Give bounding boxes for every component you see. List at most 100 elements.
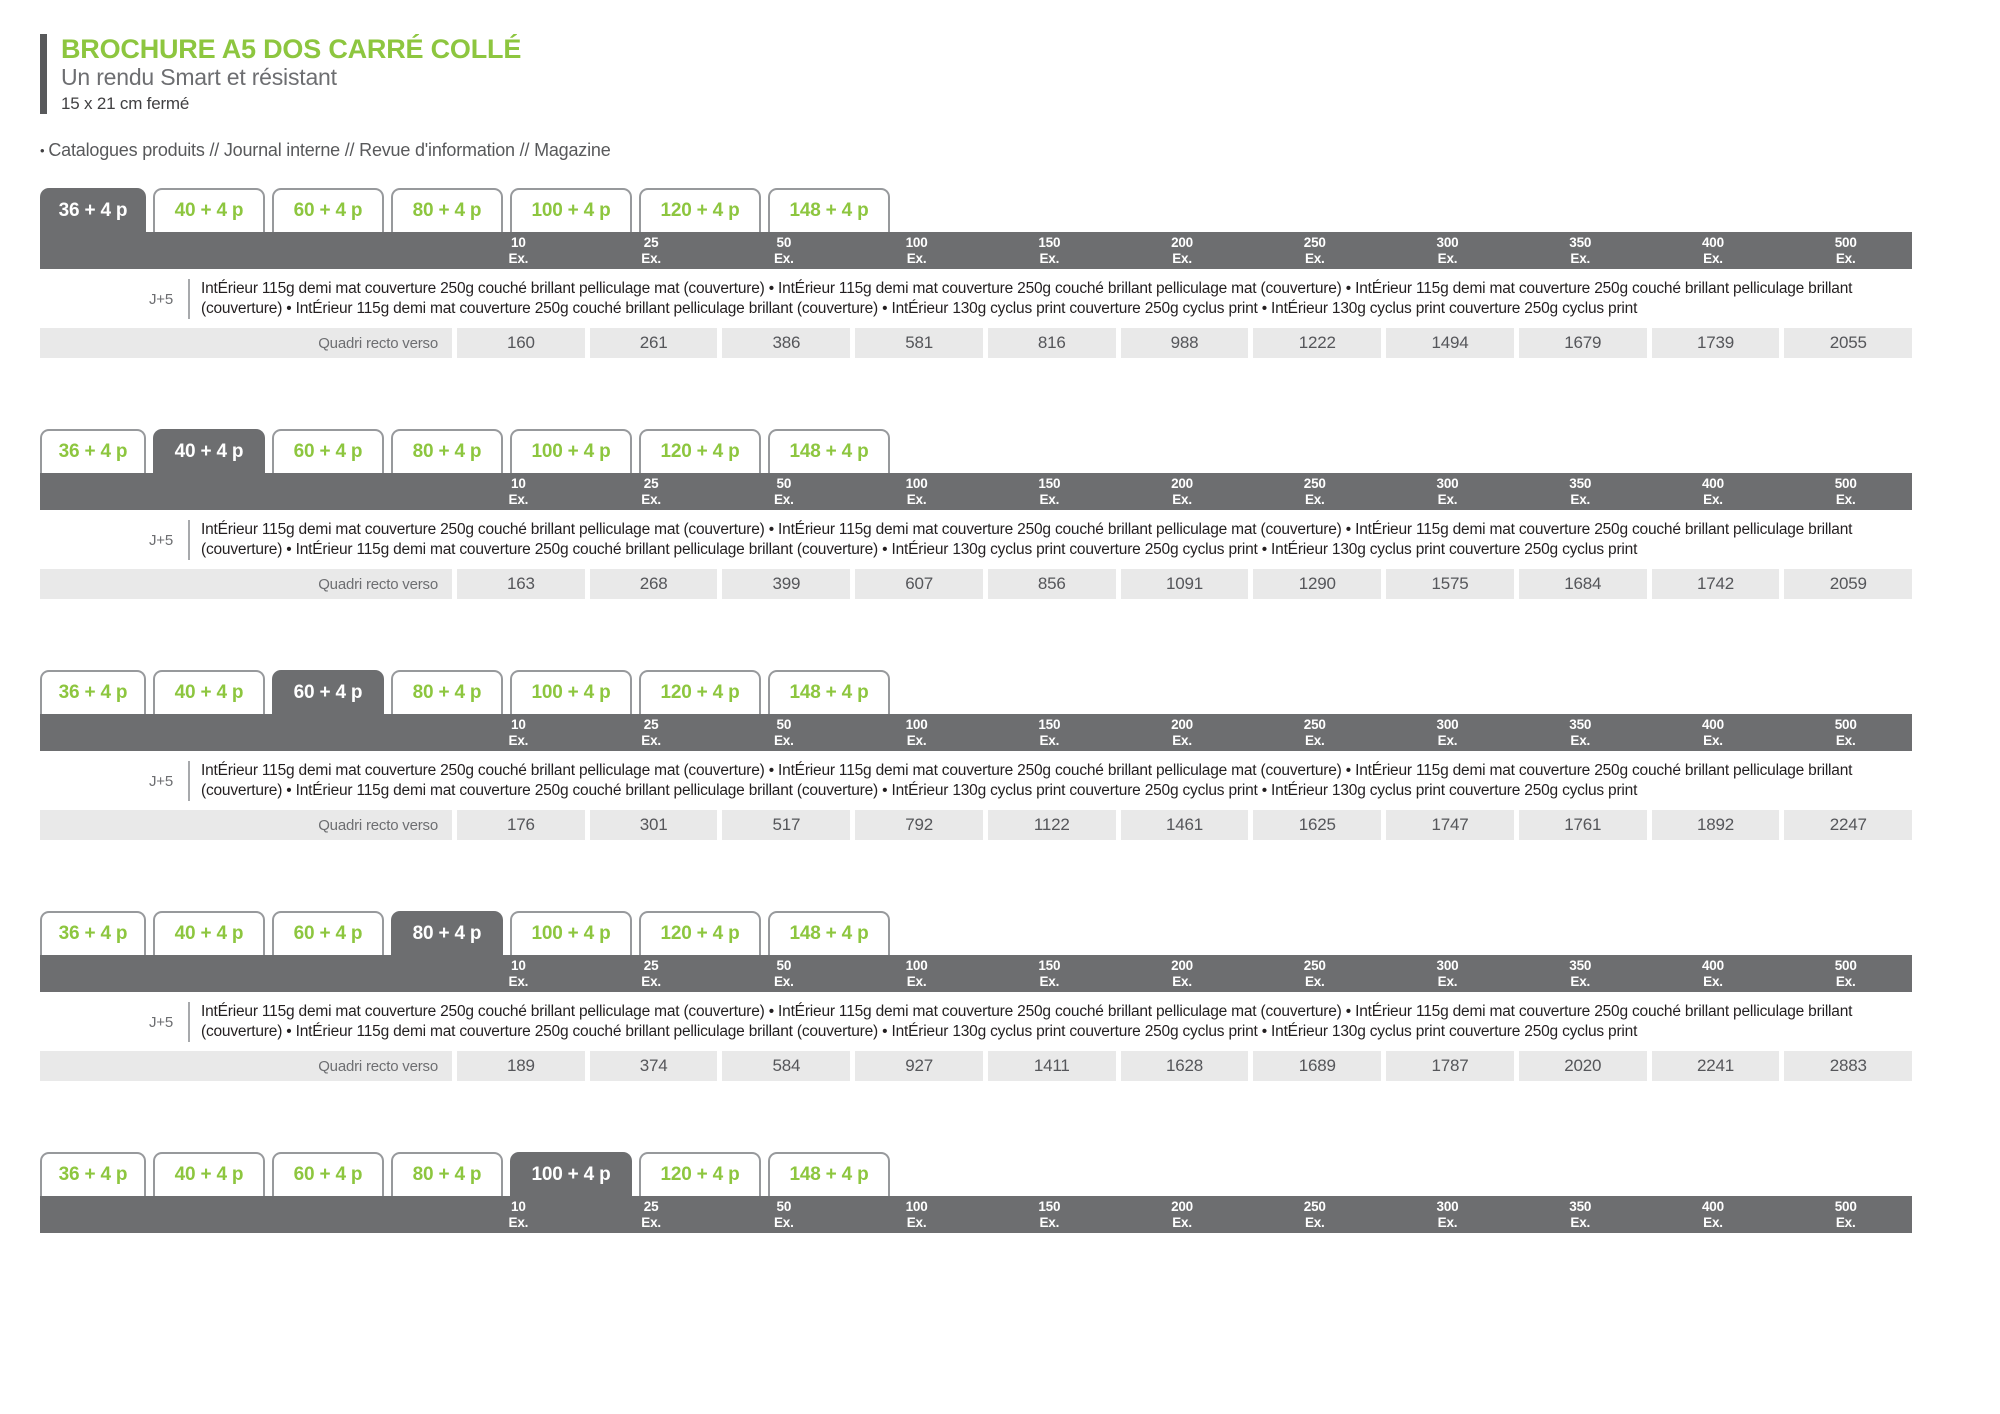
tab-100-4p[interactable]: 100 + 4 p [510,188,632,232]
qty-header-500ex: 500 Ex. [1834,234,1857,266]
price-cell-50ex: 386 [722,328,851,358]
tab-120-4p[interactable]: 120 + 4 p [639,429,761,473]
qty-header-500ex: 500 Ex. [1834,957,1857,989]
price-cell-10ex: 160 [457,328,585,358]
tab-80-4p[interactable]: 80 + 4 p [391,188,503,232]
qty-header-25ex: 25 Ex. [641,957,661,989]
price-cell-300ex: 1494 [1386,328,1514,358]
price-cell-25ex: 261 [589,328,718,358]
qty-header-50ex: 50 Ex. [774,234,794,266]
format-label: 15 x 21 cm fermé [61,94,190,113]
tab-100-4p[interactable]: 100 + 4 p [510,670,632,714]
tab-40-4p[interactable]: 40 + 4 p [153,670,265,714]
tab-36-4p[interactable]: 36 + 4 p [40,188,146,232]
price-row: Quadri recto verso 189 374 584 927 1411 1628 1… [40,1051,1913,1081]
page-title: BROCHURE A5 DOS CARRÉ COLLÉ [61,34,522,64]
price-row-label: Quadri recto verso [40,328,452,358]
qty-header-500ex: 500 Ex. [1834,716,1857,748]
qty-header-100ex: 100 Ex. [905,1198,928,1230]
qty-header-400ex: 400 Ex. [1702,475,1724,507]
quantity-header-bar: 10 Ex. 25 Ex. 50 Ex. 100 Ex. 150 Ex. 200 Ex. 250 Ex. 3… [40,232,1912,269]
bullet-icon: • [40,143,45,158]
price-cell-150ex: 1411 [987,1051,1116,1081]
spec-row: J+5 IntÉrieur 115g demi mat couverture 2… [40,1002,1912,1042]
tab-100-4p[interactable]: 100 + 4 p [510,911,632,955]
tab-148-4p[interactable]: 148 + 4 p [768,429,890,473]
qty-header-250ex: 250 Ex. [1303,1198,1326,1230]
paper-description: IntÉrieur 115g demi mat couverture 250g … [188,520,1912,560]
tab-row: 36 + 4 p 40 + 4 p 60 + 4 p 80 + 4 p 100 + 4 … [40,670,1912,714]
tab-120-4p[interactable]: 120 + 4 p [639,670,761,714]
use-cases-text: Catalogues produits // Journal interne /… [48,140,611,160]
tab-36-4p[interactable]: 36 + 4 p [40,670,146,714]
tab-80-4p[interactable]: 80 + 4 p [391,911,503,955]
tab-40-4p[interactable]: 40 + 4 p [153,1152,265,1196]
qty-header-25ex: 25 Ex. [641,475,661,507]
qty-header-400ex: 400 Ex. [1702,1198,1724,1230]
tab-60-4p[interactable]: 60 + 4 p [272,911,384,955]
tab-40-4p[interactable]: 40 + 4 p [153,911,265,955]
price-cell-10ex: 189 [457,1051,585,1081]
qty-header-200ex: 200 Ex. [1171,475,1193,507]
delay-label: J+5 [148,531,173,549]
price-cell-100ex: 927 [855,1051,983,1081]
tab-148-4p[interactable]: 148 + 4 p [768,1152,890,1196]
tab-100-4p[interactable]: 100 + 4 p [510,1152,632,1196]
tab-60-4p[interactable]: 60 + 4 p [272,188,384,232]
qty-header-350ex: 350 Ex. [1569,716,1592,748]
tab-36-4p[interactable]: 36 + 4 p [40,429,146,473]
price-cell-10ex: 176 [457,810,585,840]
qty-header-500ex: 500 Ex. [1834,1198,1857,1230]
price-row-label: Quadri recto verso [40,810,452,840]
quantity-header-bar: 10 Ex. 25 Ex. 50 Ex. 100 Ex. 150 Ex. 200 Ex. 250 Ex. 3… [40,955,1912,992]
tab-80-4p[interactable]: 80 + 4 p [391,1152,503,1196]
price-cell-250ex: 1222 [1253,328,1382,358]
delay-label: J+5 [148,772,173,790]
price-cell-250ex: 1290 [1253,569,1382,599]
tab-80-4p[interactable]: 80 + 4 p [391,670,503,714]
qty-header-100ex: 100 Ex. [905,716,928,748]
qty-header-10ex: 10 Ex. [508,234,529,266]
qty-header-50ex: 50 Ex. [774,1198,794,1230]
tab-148-4p[interactable]: 148 + 4 p [768,670,890,714]
price-cell-100ex: 581 [855,328,983,358]
qty-header-200ex: 200 Ex. [1171,1198,1193,1230]
paper-description: IntÉrieur 115g demi mat couverture 250g … [188,761,1912,801]
tab-120-4p[interactable]: 120 + 4 p [639,1152,761,1196]
quantity-header-bar: 10 Ex. 25 Ex. 50 Ex. 100 Ex. 150 Ex. 200 Ex. 250 Ex. 3… [40,473,1912,510]
price-cell-50ex: 517 [722,810,851,840]
tab-148-4p[interactable]: 148 + 4 p [768,911,890,955]
tab-120-4p[interactable]: 120 + 4 p [639,911,761,955]
qty-header-300ex: 300 Ex. [1436,234,1459,266]
tab-36-4p[interactable]: 36 + 4 p [40,1152,146,1196]
tab-60-4p[interactable]: 60 + 4 p [272,670,384,714]
qty-header-250ex: 250 Ex. [1303,475,1326,507]
tab-148-4p[interactable]: 148 + 4 p [768,188,890,232]
tab-40-4p[interactable]: 40 + 4 p [153,429,265,473]
qty-header-50ex: 50 Ex. [774,716,794,748]
qty-header-150ex: 150 Ex. [1038,234,1061,266]
pricing-section: 36 + 4 p 40 + 4 p 60 + 4 p 80 + 4 p 100 + 4 … [40,429,1913,599]
price-cell-150ex: 1122 [987,810,1116,840]
delay-label: J+5 [148,1013,173,1031]
tab-120-4p[interactable]: 120 + 4 p [639,188,761,232]
price-cell-350ex: 1679 [1518,328,1647,358]
qty-header-10ex: 10 Ex. [508,1198,529,1230]
price-cell-25ex: 374 [589,1051,718,1081]
price-cell-100ex: 607 [855,569,983,599]
quantity-header-bar: 10 Ex. 25 Ex. 50 Ex. 100 Ex. 150 Ex. 200 Ex. 250 Ex. 3… [40,714,1912,751]
qty-header-50ex: 50 Ex. [774,957,794,989]
tab-60-4p[interactable]: 60 + 4 p [272,1152,384,1196]
tab-80-4p[interactable]: 80 + 4 p [391,429,503,473]
tab-40-4p[interactable]: 40 + 4 p [153,188,265,232]
qty-header-150ex: 150 Ex. [1038,957,1061,989]
qty-header-25ex: 25 Ex. [641,716,661,748]
tab-36-4p[interactable]: 36 + 4 p [40,911,146,955]
price-cell-500ex: 2247 [1784,810,1913,840]
price-cell-250ex: 1689 [1253,1051,1382,1081]
tab-60-4p[interactable]: 60 + 4 p [272,429,384,473]
tab-100-4p[interactable]: 100 + 4 p [510,429,632,473]
paper-description: IntÉrieur 115g demi mat couverture 250g … [188,279,1912,319]
qty-header-200ex: 200 Ex. [1171,234,1193,266]
